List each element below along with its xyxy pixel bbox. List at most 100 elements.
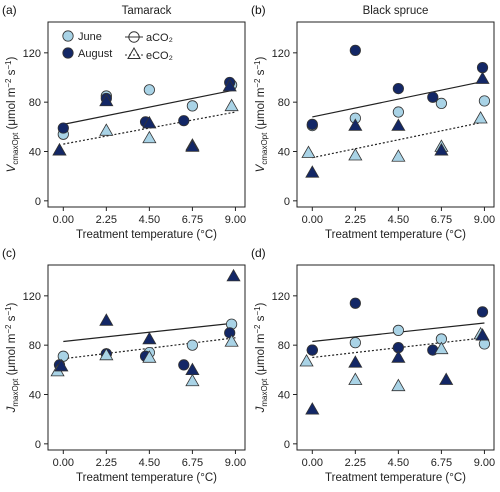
x-tick-label: 4.50 [388,214,409,226]
triangle-point [348,118,363,131]
triangle-point [391,149,406,162]
x-tick-label: 0.00 [302,214,323,226]
panel-label: (b) [251,3,266,17]
plot-frame [296,264,495,451]
plot-frame [47,21,246,208]
circle-point [186,100,199,112]
circle-point [392,83,404,95]
triangle-point [305,402,320,415]
x-tick-label: 9.00 [474,214,495,226]
circle-point [306,344,318,356]
triangle-point [185,373,200,387]
triangle-point [185,362,200,376]
triangle-point [475,328,490,341]
circle-point [186,339,199,351]
triangle-point [224,98,239,112]
x-tick-label: 2.25 [96,457,117,469]
y-tick-label: 40 [29,147,41,159]
x-tick-label: 2.25 [345,214,366,226]
fit-line-aco2 [312,80,485,118]
x-tick-label: 9.00 [474,457,495,469]
y-tick-label: 120 [272,291,290,303]
triangle-point [99,347,114,361]
circle-point [224,327,236,339]
x-tick-label: 9.00 [225,457,246,469]
triangle-point [348,372,363,385]
x-tick-label: 6.75 [431,214,452,226]
x-tick-label: 4.50 [139,214,160,226]
panel-title: Tamarack [122,5,172,17]
triangle-point [301,145,316,158]
triangle-point [99,93,114,107]
panel-d: (d) 0.00 2.25 4.50 6.75 9.00 0 40 80 120 Treatment… [251,246,495,484]
panel-c: (c) 0.00 2.25 4.50 6.75 9.00 0 40 80 120 Treatment… [2,246,246,484]
y-tick-label: 120 [23,291,41,303]
x-axis-label: Treatment temperature (°C) [325,472,466,484]
y-tick-label: 80 [278,97,290,109]
fit-line-eco2 [63,111,236,145]
triangle-point [391,118,406,131]
fit-line-eco2 [312,337,485,359]
circle-point [178,359,190,371]
circle-point [57,122,69,134]
triangle-point [434,143,449,156]
legend-eco2-label: eCO₂ [146,50,173,62]
triangle-point [142,331,157,345]
plot-frame [47,264,246,451]
x-axis-label: Treatment temperature (°C) [325,229,466,241]
triangle-point [348,355,363,368]
fit-line-eco2 [312,121,485,159]
y-tick-label: 80 [278,340,290,352]
x-tick-label: 0.00 [53,457,74,469]
circle-point [476,306,489,318]
y-tick-label: 80 [29,340,41,352]
y-tick-label: 40 [29,390,41,402]
x-tick-label: 2.25 [345,457,366,469]
triangle-point [52,143,67,156]
y-tick-label: 120 [272,48,290,60]
circle-point [349,337,361,349]
triangle-point [348,147,363,161]
circle-point [62,30,74,42]
circle-point [349,44,361,56]
y-tick-label: 0 [284,196,290,208]
triangle-point [434,341,449,355]
x-tick-label: 6.75 [182,214,203,226]
circle-point [392,324,404,336]
circle-point [476,62,489,74]
legend-aco2-label: aCO₂ [146,32,173,44]
y-axis-label: JmaxOpt (μmol m−2 s−1) [253,302,269,413]
panel-a: (a) Tamarack 0.00 2.25 4.50 6.75 9.00 0 40 80 120 T… [2,3,246,241]
circle-point [62,47,74,59]
triangle-point [391,378,406,392]
fit-line-aco2 [63,89,236,125]
legend: June August aCO₂ eCO₂ [62,30,173,62]
legend-june-label: June [78,31,102,43]
triangle-point [226,268,241,282]
x-tick-label: 4.50 [139,457,160,469]
triangle-point [391,350,406,363]
triangle-point [305,165,320,178]
x-tick-label: 4.50 [388,457,409,469]
circle-point [349,297,361,309]
triangle-point [224,334,239,347]
fit-line-eco2 [63,337,236,360]
circle-point [178,115,190,127]
x-axis-label: Treatment temperature (°C) [76,472,217,484]
triangle-point [142,350,157,363]
y-tick-label: 0 [284,439,290,451]
y-axis-label: JmaxOpt (μmol m−2 s−1) [4,302,20,413]
panel-label: (d) [251,246,266,260]
circle-point [435,97,448,110]
legend-eco2-triangle [127,46,141,59]
circle-point [478,95,491,107]
y-tick-label: 0 [35,439,41,451]
y-axis-label: VcmaxOpt (μmol m−2 s−1) [253,56,269,172]
y-tick-label: 0 [35,196,41,208]
triangle-point [222,78,237,92]
x-tick-label: 9.00 [225,214,246,226]
y-axis-label: VcmaxOpt (μmol m−2 s−1) [4,56,20,172]
panel-title: Black spruce [363,5,429,17]
panel-label: (a) [2,3,17,17]
